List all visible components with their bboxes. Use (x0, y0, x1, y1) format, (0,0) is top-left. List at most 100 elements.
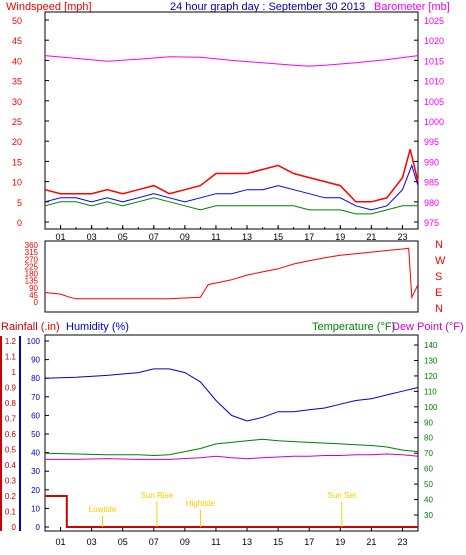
humidity-tick-label: 0 (36, 523, 41, 532)
hour-tick-label: 17 (304, 232, 314, 242)
humidity-tick-label: 60 (31, 411, 40, 420)
wind-tick-label: 15 (12, 157, 22, 167)
humidity-tick-label: 90 (31, 356, 40, 365)
temperature-tick-label: 120 (424, 372, 438, 381)
temperature-tick-label: 110 (424, 387, 437, 396)
temperature-tick-label: 70 (424, 449, 433, 458)
temperature-tick-label: 90 (424, 418, 433, 427)
barometer-tick-label: 1010 (424, 77, 444, 87)
wind-line (44, 149, 419, 203)
rainfall-line (45, 495, 418, 528)
humidity-axis-title: Humidity (%) (66, 321, 129, 333)
direction-tick-label: 270 (25, 255, 39, 264)
direction-panel-frame (44, 240, 419, 313)
tide-sun-events: Lowtide Sun Rise Hightide Sun Set (89, 491, 357, 527)
temperature-tick-label: 140 (424, 341, 438, 350)
barometer-axis-title: Barometer [mb] (374, 1, 450, 13)
compass-label: W (435, 255, 446, 267)
hour-tick-label: 01 (56, 537, 66, 547)
rain-tick-label: 0.9 (5, 384, 17, 393)
rain-tick-label: 0.3 (5, 477, 17, 486)
event-label: Sun Rise (141, 491, 174, 500)
dewpoint-line (45, 453, 419, 460)
hour-tick-label: 23 (397, 232, 407, 242)
hour-tick-label: 21 (366, 232, 376, 242)
rain-axis: 0 0.1 0.2 0.3 0.4 0.5 0.6 0.7 0.8 0.9 1 1.1 1.2 (5, 337, 17, 532)
rain-tick-label: 0.8 (5, 399, 17, 408)
hour-tick-label: 15 (273, 537, 283, 547)
barometer-tick-label: 980 (424, 198, 439, 208)
barometer-tick-label: 990 (424, 157, 439, 167)
rainfall-axis-title: Rainfall (.in) (1, 321, 60, 333)
wind-tick-label: 40 (12, 56, 22, 66)
humidity-tick-label: 30 (31, 467, 40, 476)
rain-tick-label: 0.7 (5, 415, 17, 424)
humidity-tick-label: 40 (31, 449, 40, 458)
hour-tick-label: 09 (180, 232, 190, 242)
direction-tick-label: 135 (25, 277, 39, 286)
wind-x-axis: 01 03 05 07 09 11 13 15 17 19 21 23 (44, 225, 419, 242)
compass-label: N (435, 239, 443, 251)
windspeed-axis-title: Windspeed [mph] (6, 1, 92, 13)
direction-tick-label: 225 (25, 262, 39, 271)
rain-tick-label: 1.1 (5, 353, 17, 362)
humidity-tick-label: 20 (31, 486, 40, 495)
hour-tick-label: 13 (242, 232, 252, 242)
hour-tick-label: 03 (87, 537, 97, 547)
direction-tick-label: 360 (25, 241, 39, 250)
rain-tick-label: 0.5 (5, 446, 17, 455)
rain-tick-label: 1 (12, 368, 17, 377)
climate-x-axis: 01 03 05 07 09 11 13 15 17 19 21 23 (56, 527, 407, 547)
wind-tick-label: 10 (12, 178, 22, 188)
compass-label: E (435, 287, 442, 299)
temperature-line (44, 438, 419, 457)
hour-tick-label: 13 (242, 537, 252, 547)
rain-tick-label: 0 (12, 523, 17, 532)
wind-panel-frame (44, 11, 419, 230)
rain-tick-label: 0.4 (5, 461, 17, 470)
average-wind-line (44, 163, 419, 211)
hour-tick-label: 07 (149, 232, 159, 242)
climate-series (44, 368, 419, 528)
wind-left-axis: 0 5 10 15 20 25 30 35 40 45 50 (12, 16, 49, 228)
humidity-tick-label: 100 (27, 337, 41, 346)
hour-tick-label: 01 (56, 232, 66, 242)
temperature-tick-label: 30 (424, 511, 433, 520)
barometer-right-axis: 975 980 985 990 995 1000 1005 1010 1015 1020 1025 (414, 16, 444, 228)
direction-tick-label: 0 (34, 298, 39, 307)
compass-label: S (435, 271, 442, 283)
hour-tick-label: 11 (211, 537, 220, 547)
graph-title: 24 hour graph day : September 30 2013 (170, 1, 365, 13)
hour-tick-label: 03 (87, 232, 97, 242)
compass-label: N (435, 303, 443, 315)
humidity-line (44, 368, 419, 422)
event-label: Hightide (186, 499, 216, 508)
hour-tick-label: 17 (304, 537, 314, 547)
temperature-axis-title: Temperature (°F) (312, 321, 395, 333)
wind-tick-label: 35 (12, 77, 22, 87)
temperature-tick-label: 60 (424, 465, 433, 474)
humidity-tick-label: 50 (31, 430, 40, 439)
gust-line (44, 197, 418, 215)
hour-tick-label: 11 (211, 232, 220, 242)
wind-tick-label: 25 (12, 117, 22, 127)
hour-tick-label: 05 (118, 537, 128, 547)
hour-tick-label: 19 (335, 537, 345, 547)
temperature-tick-label: 100 (424, 403, 438, 412)
hour-tick-label: 09 (180, 537, 190, 547)
barometer-tick-label: 985 (424, 178, 439, 188)
barometer-tick-label: 1015 (424, 56, 444, 66)
direction-series (44, 247, 419, 300)
humidity-tick-label: 80 (31, 374, 40, 383)
direction-line (44, 247, 419, 300)
barometer-tick-label: 975 (424, 218, 439, 228)
barometer-tick-label: 995 (424, 137, 439, 147)
humidity-tick-label: 10 (31, 504, 40, 513)
hour-tick-label: 19 (335, 232, 345, 242)
direction-tick-label: 315 (25, 248, 39, 257)
wind-tick-label: 50 (12, 16, 22, 26)
hour-tick-label: 07 (149, 537, 159, 547)
